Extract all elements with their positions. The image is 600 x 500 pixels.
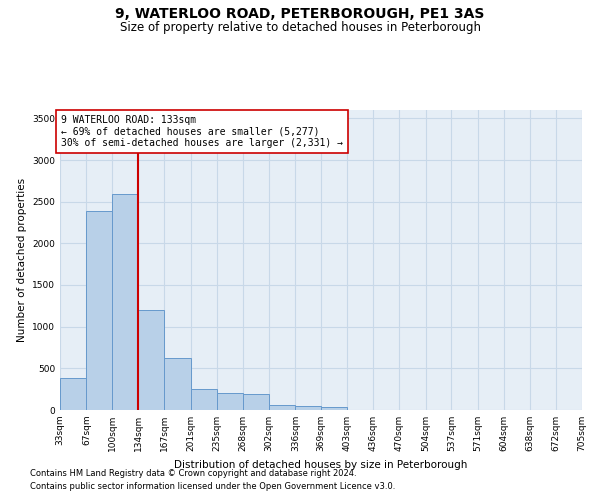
Bar: [217, 394, 242, 410]
Text: Size of property relative to detached houses in Peterborough: Size of property relative to detached ho…: [119, 21, 481, 34]
Bar: [242, 394, 269, 410]
Bar: [139, 310, 164, 410]
Bar: [269, 406, 295, 410]
Text: 9, WATERLOO ROAD, PETERBOROUGH, PE1 3AS: 9, WATERLOO ROAD, PETERBOROUGH, PE1 3AS: [115, 8, 485, 22]
Bar: [60, 378, 86, 410]
Text: Contains HM Land Registry data © Crown copyright and database right 2024.: Contains HM Land Registry data © Crown c…: [30, 468, 356, 477]
Bar: [86, 211, 112, 410]
X-axis label: Distribution of detached houses by size in Peterborough: Distribution of detached houses by size …: [175, 460, 467, 469]
Text: 9 WATERLOO ROAD: 133sqm
← 69% of detached houses are smaller (5,277)
30% of semi: 9 WATERLOO ROAD: 133sqm ← 69% of detache…: [61, 115, 343, 148]
Bar: [321, 406, 347, 410]
Bar: [191, 389, 217, 410]
Bar: [164, 358, 191, 410]
Text: Contains public sector information licensed under the Open Government Licence v3: Contains public sector information licen…: [30, 482, 395, 491]
Bar: [295, 406, 321, 410]
Y-axis label: Number of detached properties: Number of detached properties: [17, 178, 26, 342]
Bar: [112, 194, 139, 410]
